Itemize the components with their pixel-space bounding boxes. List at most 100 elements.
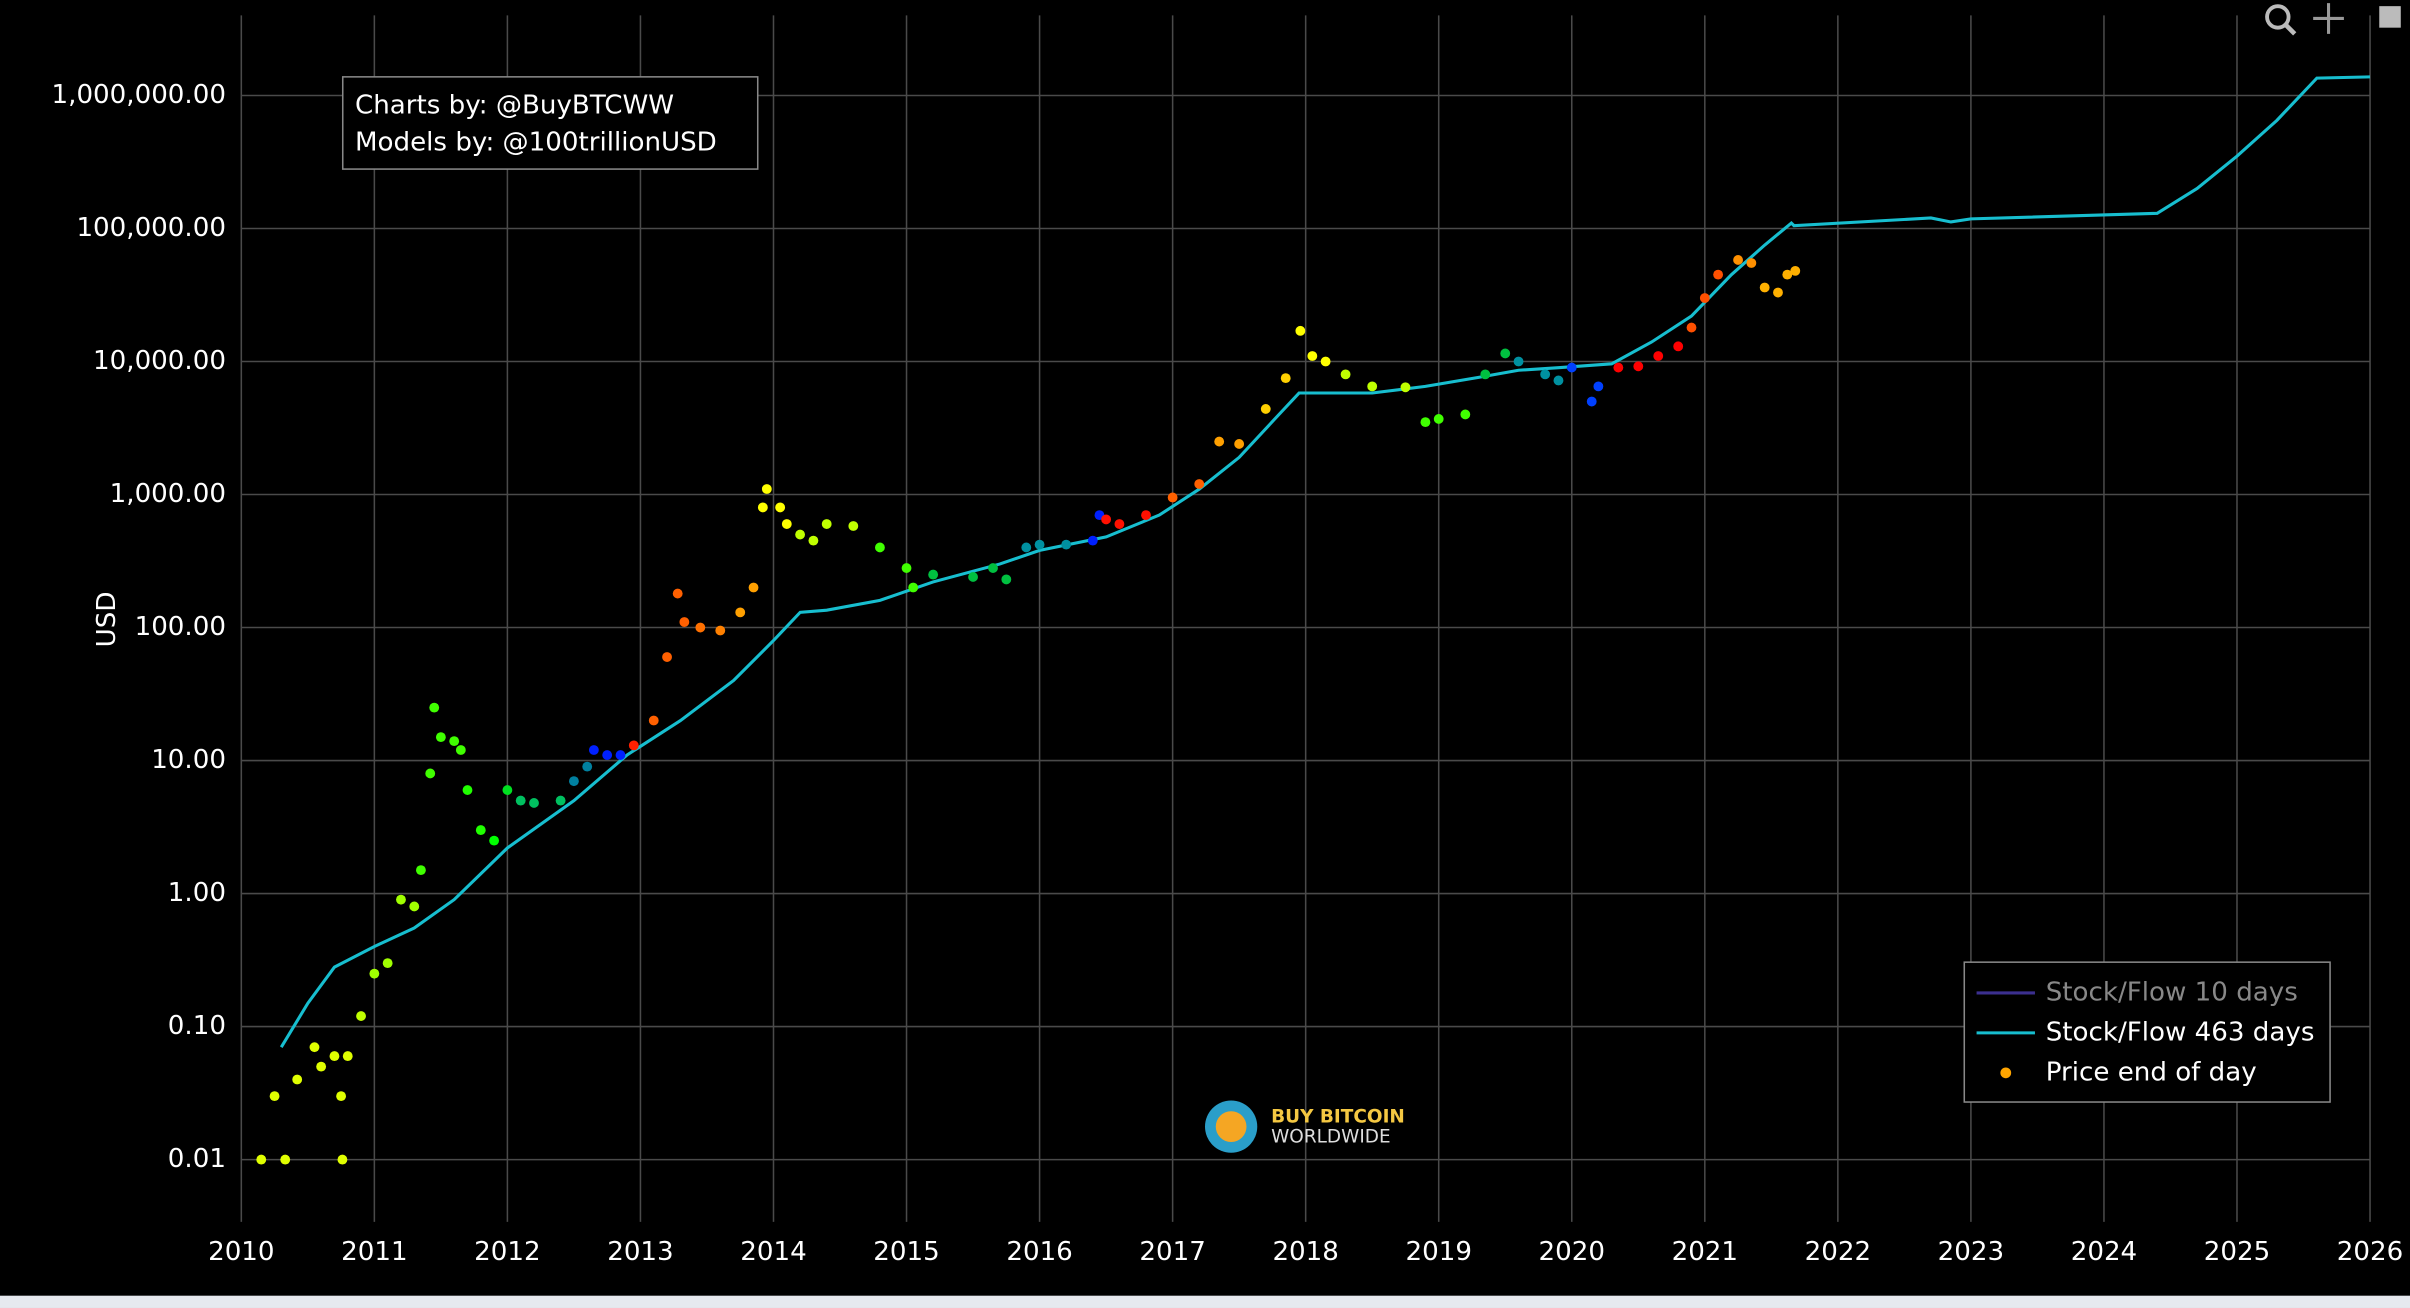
logo-coin bbox=[1215, 1111, 1247, 1142]
price-point bbox=[808, 535, 819, 546]
x-tick-label: 2018 bbox=[1272, 1237, 1338, 1267]
price-point bbox=[396, 894, 406, 905]
plot bbox=[256, 75, 2371, 1165]
price-point bbox=[1114, 519, 1125, 529]
price-point bbox=[475, 825, 486, 836]
price-point bbox=[1790, 265, 1801, 276]
price-point bbox=[875, 542, 885, 553]
x-tick-label: 2014 bbox=[740, 1237, 806, 1267]
price-point bbox=[1460, 409, 1471, 420]
price-point bbox=[1101, 514, 1112, 525]
price-point bbox=[409, 901, 420, 912]
price-point bbox=[821, 519, 832, 529]
logo-text: WORLDWIDE bbox=[1271, 1126, 1391, 1147]
price-point bbox=[662, 652, 672, 662]
price-point bbox=[1699, 293, 1710, 303]
y-tick-label: 100,000.00 bbox=[76, 213, 226, 243]
price-point bbox=[425, 768, 436, 779]
price-point bbox=[1340, 369, 1351, 380]
x-tick-label: 2013 bbox=[607, 1237, 673, 1267]
pan-icon[interactable] bbox=[2313, 3, 2344, 34]
price-point bbox=[715, 625, 726, 636]
price-point bbox=[309, 1042, 320, 1053]
y-tick-label: 10.00 bbox=[151, 745, 226, 775]
y-tick-label: 1,000.00 bbox=[110, 479, 226, 509]
price-point bbox=[735, 607, 746, 618]
price-point bbox=[848, 521, 859, 531]
x-tick-label: 2017 bbox=[1139, 1237, 1205, 1267]
bottom-strip bbox=[0, 1295, 2410, 1308]
y-tick-label: 0.01 bbox=[168, 1144, 226, 1174]
annotation: Models by: @100trillionUSD bbox=[355, 127, 717, 157]
expand-icon[interactable] bbox=[2379, 6, 2401, 28]
price-point bbox=[280, 1154, 291, 1165]
price-point bbox=[1433, 414, 1444, 424]
y-tick-label: 1,000,000.00 bbox=[52, 80, 226, 110]
price-point bbox=[1513, 356, 1524, 367]
price-point bbox=[269, 1091, 280, 1102]
price-point bbox=[1480, 369, 1491, 380]
price-point bbox=[1593, 381, 1604, 392]
x-tick-label: 2026 bbox=[2337, 1237, 2403, 1267]
price-point bbox=[1653, 351, 1664, 361]
price-point bbox=[795, 529, 806, 540]
price-point bbox=[435, 732, 446, 743]
legend-label[interactable]: Price end of day bbox=[2046, 1057, 2257, 1087]
price-point bbox=[781, 519, 792, 529]
price-point bbox=[1400, 382, 1411, 393]
price-point bbox=[1759, 282, 1770, 293]
price-point bbox=[1214, 436, 1225, 447]
x-tick-label: 2025 bbox=[2204, 1237, 2270, 1267]
price-point bbox=[356, 1011, 366, 1021]
zoom-icon[interactable] bbox=[2265, 4, 2291, 30]
price-point bbox=[672, 588, 683, 599]
price-point bbox=[695, 622, 706, 633]
price-point bbox=[679, 617, 690, 627]
price-point bbox=[502, 785, 513, 795]
price-point bbox=[555, 795, 566, 806]
price-point bbox=[1420, 417, 1431, 428]
price-point bbox=[1773, 287, 1783, 298]
y-tick-label: 1.00 bbox=[168, 878, 226, 908]
price-point bbox=[968, 572, 978, 582]
price-point bbox=[329, 1051, 340, 1062]
price-point bbox=[1307, 351, 1318, 361]
zoom-icon-handle bbox=[2283, 22, 2297, 36]
price-point bbox=[1141, 510, 1151, 521]
price-point bbox=[292, 1074, 303, 1085]
legend-swatch bbox=[2000, 1067, 2012, 1079]
x-tick-label: 2020 bbox=[1539, 1237, 1605, 1267]
x-tick-label: 2010 bbox=[208, 1237, 274, 1267]
price-point bbox=[1733, 255, 1743, 265]
price-point bbox=[1553, 375, 1564, 386]
price-point bbox=[1021, 542, 1032, 553]
y-axis-label: USD bbox=[92, 592, 122, 648]
price-point bbox=[382, 958, 393, 969]
price-point bbox=[336, 1091, 347, 1102]
price-point bbox=[602, 750, 613, 760]
x-tick-label: 2012 bbox=[474, 1237, 540, 1267]
x-tick-label: 2011 bbox=[341, 1237, 407, 1267]
price-point bbox=[757, 502, 768, 513]
modebar[interactable] bbox=[2265, 3, 2401, 36]
x-tick-label: 2023 bbox=[1938, 1237, 2004, 1267]
price-point bbox=[316, 1061, 327, 1072]
y-tick-label: 0.10 bbox=[168, 1011, 226, 1041]
price-point bbox=[429, 702, 440, 713]
price-point bbox=[337, 1154, 348, 1165]
legend-label[interactable]: Stock/Flow 463 days bbox=[2046, 1017, 2315, 1047]
price-point bbox=[761, 484, 772, 494]
price-point bbox=[1500, 348, 1511, 359]
price-point bbox=[515, 795, 526, 806]
legend-label[interactable]: Stock/Flow 10 days bbox=[2046, 977, 2298, 1007]
price-point bbox=[615, 750, 626, 760]
x-tick-label: 2015 bbox=[873, 1237, 939, 1267]
price-point bbox=[1673, 341, 1684, 352]
price-point bbox=[908, 582, 919, 593]
price-point bbox=[1540, 369, 1551, 380]
price-point bbox=[416, 865, 426, 876]
price-point bbox=[988, 563, 998, 573]
price-point bbox=[569, 776, 579, 787]
